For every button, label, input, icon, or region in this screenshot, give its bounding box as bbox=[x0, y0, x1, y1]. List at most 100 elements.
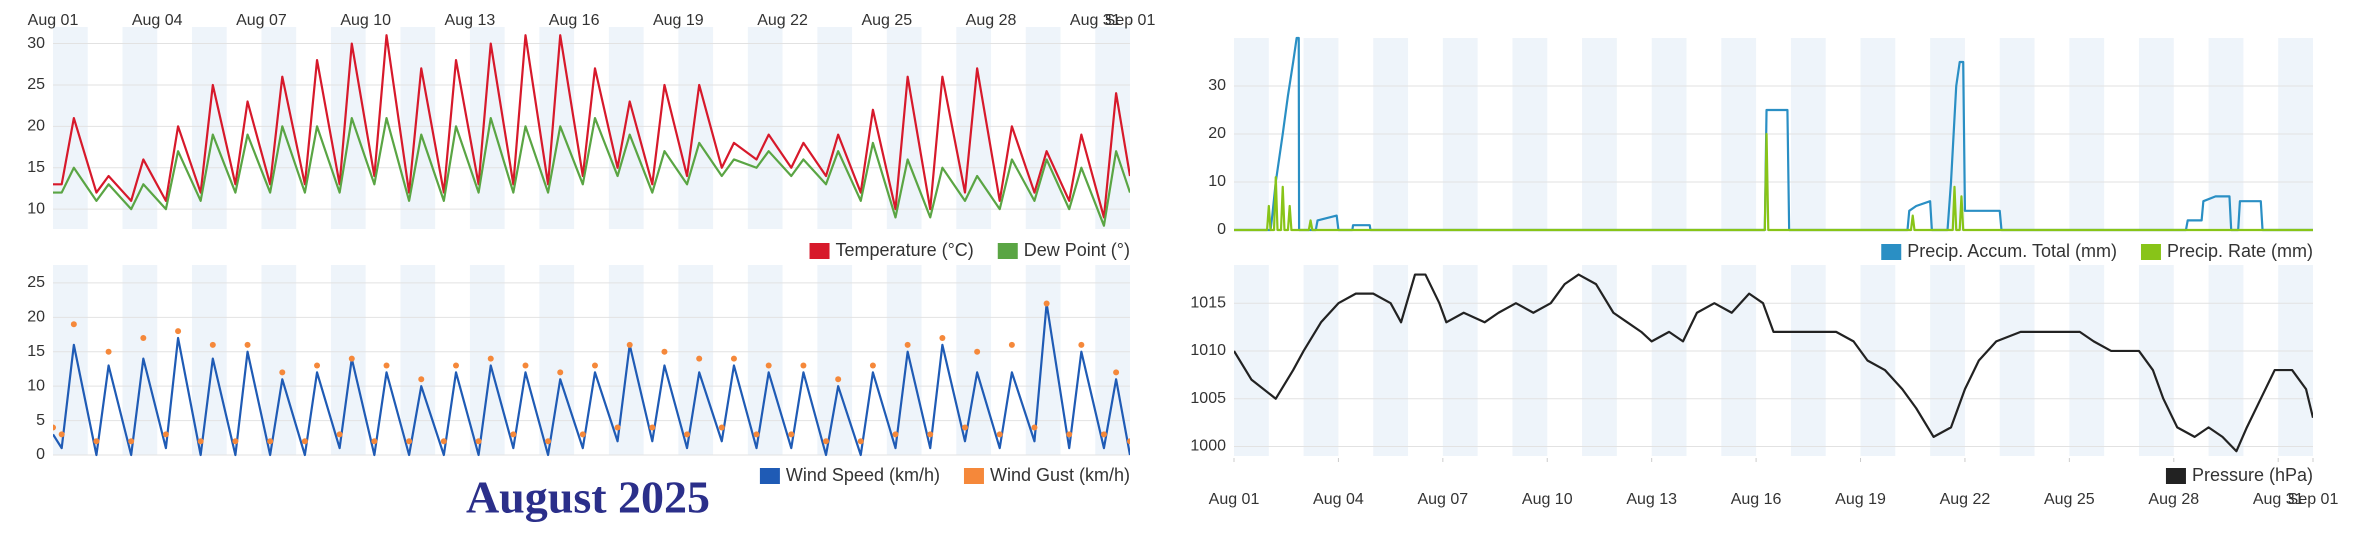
y-tick-label: 10 bbox=[27, 200, 45, 217]
data-point bbox=[522, 362, 529, 369]
legend-swatch bbox=[963, 468, 984, 484]
data-point bbox=[197, 438, 204, 445]
data-point bbox=[753, 431, 760, 438]
x-tick-label: Aug 19 bbox=[1835, 491, 1886, 508]
day-band bbox=[469, 27, 505, 229]
day-band bbox=[886, 265, 922, 455]
data-point bbox=[267, 438, 274, 445]
x-tick-label: Aug 19 bbox=[653, 12, 704, 29]
data-point bbox=[579, 431, 586, 438]
data-point bbox=[927, 431, 934, 438]
data-point bbox=[406, 438, 413, 445]
legend-label: Pressure (hPa) bbox=[2192, 465, 2313, 485]
y-tick-label: 0 bbox=[1217, 221, 1226, 238]
data-point bbox=[996, 431, 1003, 438]
legend-label: Precip. Rate (mm) bbox=[2167, 241, 2313, 261]
x-tick-label: Aug 28 bbox=[966, 12, 1017, 29]
y-tick-label: 5 bbox=[36, 412, 45, 429]
data-point bbox=[301, 438, 308, 445]
data-point bbox=[661, 348, 668, 355]
y-tick-label: 1010 bbox=[1190, 342, 1226, 359]
data-point bbox=[800, 362, 807, 369]
day-band bbox=[1373, 265, 1409, 456]
y-tick-label: 25 bbox=[27, 274, 45, 291]
data-point bbox=[175, 328, 182, 335]
day-band bbox=[2278, 265, 2313, 456]
day-band bbox=[1999, 265, 2035, 456]
legend-swatch bbox=[997, 243, 1018, 259]
data-point bbox=[418, 376, 425, 383]
data-point bbox=[1043, 300, 1050, 307]
day-band bbox=[400, 27, 436, 229]
day-band bbox=[747, 27, 783, 229]
data-point bbox=[557, 369, 564, 376]
data-point bbox=[649, 424, 656, 431]
legend-label: Wind Speed (km/h) bbox=[786, 465, 940, 485]
series-line bbox=[53, 116, 1130, 227]
data-point bbox=[696, 355, 703, 362]
legend-swatch bbox=[809, 243, 830, 259]
data-point bbox=[383, 362, 390, 369]
x-tick-label: Aug 10 bbox=[340, 12, 391, 29]
day-band bbox=[747, 265, 783, 455]
day-band bbox=[53, 265, 88, 455]
data-point bbox=[1078, 341, 1085, 348]
data-point bbox=[93, 438, 100, 445]
legend-label: Precip. Accum. Total (mm) bbox=[1907, 241, 2117, 261]
data-point bbox=[162, 431, 169, 438]
day-band bbox=[191, 265, 227, 455]
day-band bbox=[1930, 265, 1965, 456]
data-point bbox=[440, 438, 447, 445]
day-band bbox=[678, 27, 714, 229]
y-tick-label: 20 bbox=[1208, 125, 1226, 142]
day-band bbox=[1442, 265, 1478, 456]
y-tick-label: 15 bbox=[27, 159, 45, 176]
y-tick-label: 20 bbox=[27, 309, 45, 326]
day-band bbox=[539, 265, 575, 455]
day-band bbox=[53, 27, 88, 229]
legend-label: Temperature (°C) bbox=[836, 240, 974, 260]
data-point bbox=[1031, 424, 1038, 431]
day-band bbox=[1582, 265, 1617, 456]
day-band bbox=[1512, 265, 1548, 456]
data-point bbox=[684, 431, 691, 438]
series-line bbox=[1234, 36, 2313, 232]
x-tick-label: Aug 07 bbox=[1417, 491, 1468, 508]
data-point bbox=[348, 355, 355, 362]
day-band bbox=[608, 27, 644, 229]
x-tick-label: Aug 10 bbox=[1522, 491, 1573, 508]
legend-swatch bbox=[1881, 244, 1902, 260]
x-tick-label: Aug 31 bbox=[2253, 491, 2304, 508]
x-tick-label: Aug 22 bbox=[757, 12, 808, 29]
day-band bbox=[2069, 265, 2105, 456]
data-point bbox=[765, 362, 772, 369]
day-band bbox=[1651, 265, 1687, 456]
data-point bbox=[961, 424, 968, 431]
data-point bbox=[718, 424, 725, 431]
day-band bbox=[122, 27, 158, 229]
plot-area bbox=[1234, 36, 2313, 232]
day-band bbox=[2208, 265, 2244, 456]
data-point bbox=[1100, 431, 1107, 438]
legend-swatch bbox=[759, 468, 780, 484]
data-point bbox=[510, 431, 517, 438]
page-title: August 2025 bbox=[466, 472, 710, 523]
x-tick-label: Aug 13 bbox=[1626, 491, 1677, 508]
data-point bbox=[1127, 438, 1130, 445]
plot-area bbox=[53, 300, 1130, 457]
data-point bbox=[835, 376, 842, 383]
data-point bbox=[487, 355, 494, 362]
x-tick-label: Aug 07 bbox=[236, 12, 287, 29]
y-tick-label: 10 bbox=[1208, 173, 1226, 190]
day-band bbox=[400, 265, 436, 455]
day-band bbox=[1790, 265, 1826, 456]
series-line bbox=[1234, 273, 2313, 453]
data-point bbox=[244, 341, 251, 348]
day-band bbox=[261, 265, 297, 455]
data-point bbox=[614, 424, 621, 431]
data-point bbox=[730, 355, 737, 362]
y-tick-label: 30 bbox=[1208, 77, 1226, 94]
day-band bbox=[539, 27, 575, 229]
